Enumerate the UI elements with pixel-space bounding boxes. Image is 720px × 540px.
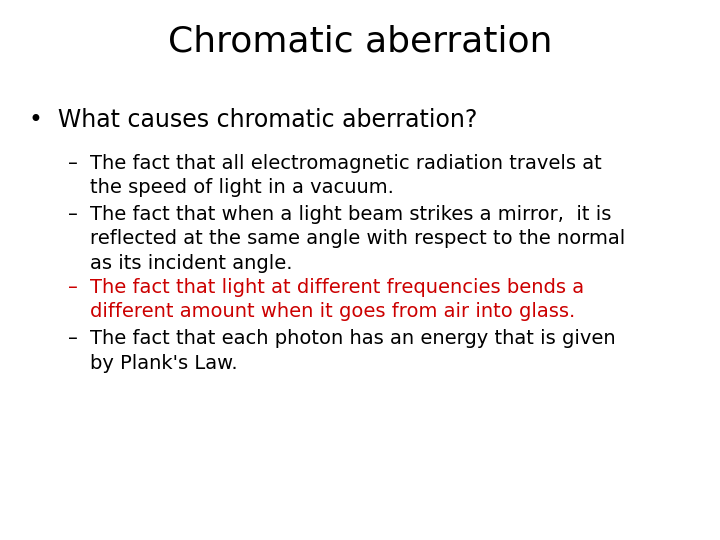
Text: Chromatic aberration: Chromatic aberration xyxy=(168,24,552,58)
Text: –: – xyxy=(68,329,78,348)
Text: The fact that light at different frequencies bends a
different amount when it go: The fact that light at different frequen… xyxy=(90,278,584,321)
Text: •  What causes chromatic aberration?: • What causes chromatic aberration? xyxy=(29,108,477,132)
Text: –: – xyxy=(68,278,78,297)
Text: The fact that each photon has an energy that is given
by Plank's Law.: The fact that each photon has an energy … xyxy=(90,329,616,373)
Text: –: – xyxy=(68,154,78,173)
Text: –: – xyxy=(68,205,78,224)
Text: The fact that all electromagnetic radiation travels at
the speed of light in a v: The fact that all electromagnetic radiat… xyxy=(90,154,602,197)
Text: The fact that when a light beam strikes a mirror,  it is
reflected at the same a: The fact that when a light beam strikes … xyxy=(90,205,625,273)
